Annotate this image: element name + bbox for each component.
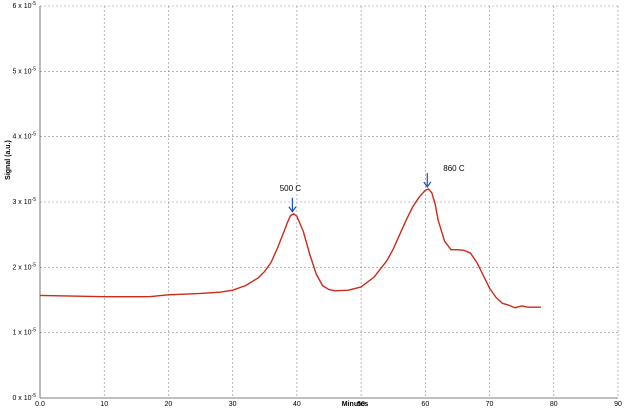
annotation-label-0: 500 C — [280, 184, 302, 193]
x-tick-label-0: 0.0 — [35, 401, 45, 408]
series-line — [39, 188, 541, 309]
annotation-1: 860 C — [423, 164, 465, 188]
x-tick-labels: 0.0 10 20 30 40 50 60 70 80 90 — [35, 401, 622, 408]
y-tick-label-6: 6 x 10-5 — [12, 1, 36, 10]
y-tick-label-4: 4 x 10-5 — [12, 132, 36, 141]
x-tick-label-5: 50 — [357, 401, 365, 408]
x-tick-label-6: 60 — [421, 401, 429, 408]
annotation-label-1: 860 C — [443, 164, 465, 173]
grid — [39, 5, 619, 399]
x-tick-label-4: 40 — [293, 401, 301, 408]
x-tick-label-8: 80 — [550, 401, 558, 408]
y-tick-labels: 0 x 10-5 1 x 10-5 2 x 10-5 3 x 10-5 4 x 10-5… — [12, 1, 36, 402]
y-tick-label-3: 3 x 10-5 — [12, 197, 36, 206]
x-tick-label-2: 20 — [165, 401, 173, 408]
y-tick-label-5: 5 x 10-5 — [12, 66, 36, 75]
y-tick-label-1: 1 x 10-5 — [12, 328, 36, 337]
y-tick-label-2: 2 x 10-5 — [12, 262, 36, 271]
annotation-arrowhead-0 — [288, 206, 297, 213]
x-tick-label-3: 30 — [229, 401, 237, 408]
x-tick-label-1: 10 — [100, 401, 108, 408]
y-axis-label: Signal (a.u.) — [5, 140, 12, 180]
annotation-arrowhead-1 — [423, 181, 432, 188]
y-tick-label-0: 0 x 10-5 — [12, 393, 36, 402]
x-axis-label: Minutes — [342, 401, 369, 408]
x-tick-label-9: 90 — [614, 401, 622, 408]
x-tick-label-7: 70 — [486, 401, 494, 408]
annotation-0: 500 C — [280, 184, 302, 213]
annotations: 500 C 860 C — [280, 164, 465, 213]
